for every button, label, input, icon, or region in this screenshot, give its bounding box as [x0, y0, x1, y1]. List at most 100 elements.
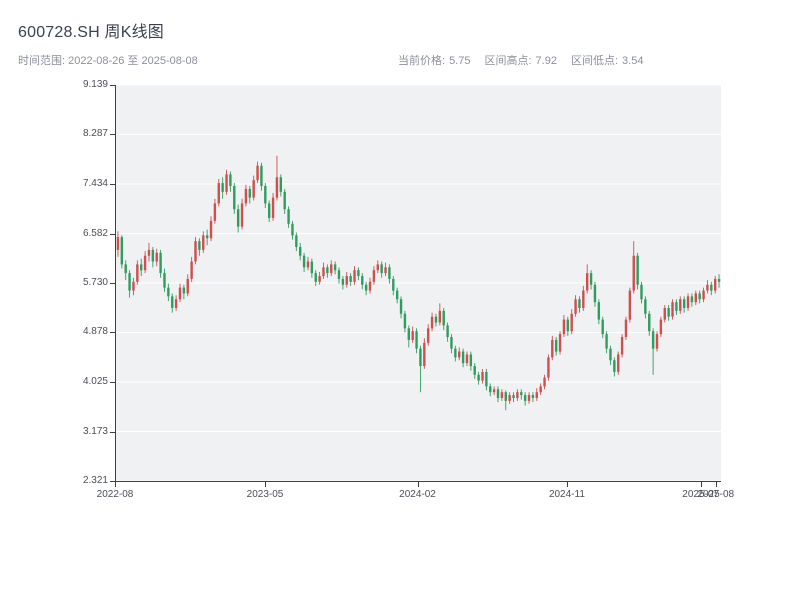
candle: [132, 277, 135, 296]
candle: [236, 204, 240, 233]
candle: [252, 175, 255, 201]
candle: [554, 337, 558, 356]
candle: [667, 305, 670, 321]
candle: [202, 231, 205, 253]
candle: [376, 260, 379, 274]
candle: [380, 261, 383, 278]
candle: [535, 388, 538, 401]
candle: [310, 258, 314, 278]
candle: [644, 296, 647, 319]
candle: [450, 334, 453, 354]
candle: [430, 312, 434, 332]
candle: [384, 262, 387, 277]
candle: [671, 299, 674, 320]
candle: [167, 283, 170, 302]
y-tick-label: 4.878: [82, 326, 108, 338]
candle: [333, 261, 337, 275]
candle: [395, 287, 399, 304]
candle: [516, 389, 519, 401]
candle: [271, 192, 275, 221]
x-tick-label: 2024-11: [548, 489, 585, 500]
candle: [504, 390, 507, 411]
candle: [426, 324, 430, 346]
time-range-label: 时间范围: 2022-08-26 至 2025-08-08: [18, 55, 198, 67]
candle: [628, 287, 632, 323]
current-price-label: 当前价格:: [398, 55, 446, 67]
candle: [500, 389, 504, 401]
candle: [527, 392, 531, 404]
candle: [349, 273, 352, 286]
candle: [341, 276, 345, 290]
candle: [171, 293, 174, 313]
candle: [675, 299, 678, 315]
current-price-value: 5.75: [449, 55, 471, 67]
candle: [655, 331, 659, 352]
candle: [609, 345, 612, 365]
candle: [423, 338, 426, 369]
candle: [368, 277, 372, 294]
candle: [330, 260, 333, 277]
candle: [283, 188, 286, 214]
candle: [551, 335, 554, 361]
candle: [578, 296, 581, 313]
candle: [399, 296, 403, 319]
candle: [492, 386, 496, 396]
x-tick-mark: [566, 482, 568, 487]
candle: [454, 345, 457, 362]
candle: [659, 316, 663, 338]
candle: [287, 206, 290, 228]
candle: [640, 281, 643, 304]
candle: [182, 284, 186, 300]
candle: [299, 242, 302, 261]
candle: [275, 155, 279, 201]
candle: [116, 231, 120, 257]
candle: [361, 273, 364, 290]
candle: [601, 316, 604, 339]
y-tick-mark: [110, 283, 115, 284]
range-low-label: 区间低点:: [570, 55, 619, 67]
y-tick-mark: [110, 233, 115, 235]
candle: [477, 371, 480, 385]
candle: [620, 334, 624, 358]
candle: [159, 249, 162, 278]
candle: [562, 314, 566, 338]
candle: [694, 290, 697, 306]
y-tick-label: 7.434: [82, 178, 108, 190]
y-tick-mark: [110, 431, 115, 433]
candle: [221, 177, 224, 199]
stats-row: 当前价格: 5.75 区间高点: 7.92 区间低点: 3.54: [398, 52, 647, 68]
candle: [461, 348, 465, 368]
candle: [485, 368, 488, 391]
candle: [686, 293, 690, 311]
y-tick-mark: [110, 134, 115, 136]
candle: [434, 313, 438, 327]
chart-title: 600728.SH 周K线图: [18, 24, 164, 41]
candle: [473, 363, 476, 379]
candle: [613, 357, 616, 377]
candle: [353, 266, 356, 285]
candle: [489, 383, 492, 397]
y-tick-label: 6.582: [82, 227, 108, 239]
candle: [717, 274, 721, 288]
candle: [508, 392, 511, 404]
candle: [648, 310, 651, 336]
candle: [651, 328, 655, 375]
y-tick-label: 4.025: [82, 376, 108, 388]
candle: [186, 274, 189, 297]
x-tick-label: 2023-05: [246, 489, 284, 500]
candle: [209, 216, 213, 242]
candle: [140, 258, 143, 277]
candle: [345, 271, 348, 288]
y-tick-label: 5.730: [82, 277, 108, 288]
candle: [702, 287, 705, 303]
candle: [539, 383, 542, 396]
candle: [419, 345, 422, 393]
candle: [372, 266, 376, 285]
x-tick-mark: [265, 482, 267, 487]
y-tick-mark: [110, 481, 115, 482]
candle: [632, 241, 635, 294]
candle: [593, 281, 597, 307]
candle: [636, 252, 639, 290]
candle: [586, 264, 589, 294]
candle: [520, 389, 523, 400]
